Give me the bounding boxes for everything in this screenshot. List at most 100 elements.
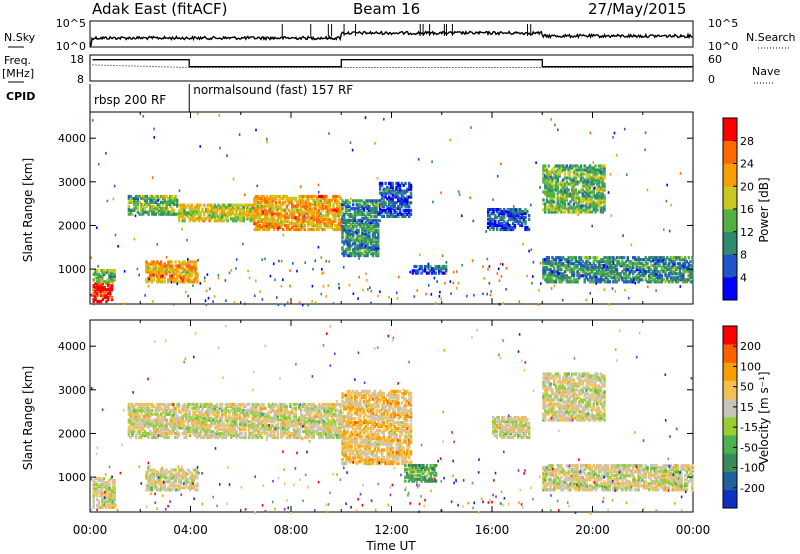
data-cell <box>669 278 673 282</box>
data-cell <box>99 278 102 282</box>
data-cell <box>143 418 147 422</box>
data-cell <box>133 430 136 434</box>
data-cell <box>106 480 109 485</box>
data-cell <box>174 196 177 201</box>
data-cell <box>129 424 132 428</box>
data-cell <box>273 212 276 216</box>
data-cell <box>231 420 235 424</box>
data-cell <box>487 214 490 218</box>
data-cell <box>97 490 101 494</box>
data-cell <box>163 200 166 204</box>
data-cell <box>185 262 188 266</box>
data-cell <box>111 272 114 276</box>
data-cell <box>565 192 568 196</box>
data-cell <box>163 428 166 432</box>
data-cell <box>544 174 547 178</box>
data-cell <box>190 270 194 274</box>
data-cell <box>167 410 170 414</box>
data-cell <box>554 210 558 214</box>
data-cell <box>551 264 554 268</box>
data-cell <box>513 217 517 222</box>
data-cell <box>513 208 517 212</box>
data-cell <box>230 433 233 438</box>
data-cell <box>371 232 375 236</box>
data-cell <box>547 276 550 280</box>
data-cell <box>294 227 297 232</box>
data-cell <box>666 256 669 260</box>
data-cell <box>247 207 251 211</box>
data-cell <box>594 174 597 178</box>
data-cell <box>357 244 360 248</box>
data-cell <box>213 215 217 219</box>
data-cell <box>127 430 131 434</box>
data-cell <box>653 268 656 272</box>
data-cell <box>156 274 159 278</box>
data-cell <box>675 276 678 280</box>
data-cell <box>147 268 150 272</box>
data-cell <box>163 206 166 210</box>
data-cell <box>163 210 166 214</box>
data-cell <box>111 280 114 284</box>
data-cell <box>212 410 215 414</box>
data-cell <box>156 414 159 418</box>
data-cell <box>251 203 254 207</box>
data-cell <box>339 222 342 226</box>
data-cell <box>233 414 236 418</box>
data-cell <box>165 264 168 268</box>
data-cell <box>160 206 163 210</box>
data-cell <box>109 284 112 288</box>
data-cell <box>179 420 183 424</box>
data-cell <box>597 176 601 180</box>
data-cell <box>341 240 344 244</box>
data-cell <box>165 194 168 199</box>
data-cell <box>601 192 604 196</box>
data-cell <box>506 219 509 224</box>
data-cell <box>614 274 617 278</box>
data-cell <box>170 408 174 412</box>
data-cell <box>148 484 152 488</box>
data-cell <box>231 207 235 211</box>
data-cell <box>373 214 376 219</box>
data-cell-noise <box>430 293 433 296</box>
data-cell <box>628 266 631 270</box>
data-cell <box>691 272 694 276</box>
data-cell <box>375 199 378 203</box>
data-cell <box>136 194 140 199</box>
data-cell <box>590 182 594 186</box>
data-cell <box>606 274 610 278</box>
data-cell <box>282 194 285 199</box>
data-cell <box>361 228 364 232</box>
data-cell <box>316 222 319 226</box>
data-cell <box>96 503 99 507</box>
data-cell <box>551 204 554 208</box>
data-cell-noise <box>457 190 460 193</box>
data-cell <box>181 416 184 420</box>
data-cell <box>361 234 364 238</box>
data-cell <box>321 206 324 210</box>
data-cell <box>161 264 164 268</box>
data-cell-noise <box>358 275 360 279</box>
data-cell <box>269 196 272 200</box>
data-cell-noise <box>312 267 314 271</box>
data-cell <box>366 252 369 256</box>
data-cell <box>147 266 150 270</box>
data-cell <box>348 232 351 236</box>
data-cell-noise <box>186 238 188 242</box>
data-cell <box>378 185 382 189</box>
data-cell <box>255 222 258 226</box>
data-cell <box>368 234 371 238</box>
data-cell <box>143 202 147 206</box>
data-cell <box>490 219 493 224</box>
data-cell <box>152 260 155 264</box>
data-cell <box>359 240 362 244</box>
data-cell <box>97 274 101 278</box>
data-cell <box>323 204 326 208</box>
data-cell <box>606 272 610 276</box>
data-cell <box>389 199 393 203</box>
data-cell-noise <box>209 287 211 291</box>
data-cell <box>673 278 676 282</box>
data-cell <box>156 486 159 490</box>
data-cell <box>549 194 552 198</box>
data-cell <box>579 172 583 176</box>
data-cell <box>102 492 106 496</box>
